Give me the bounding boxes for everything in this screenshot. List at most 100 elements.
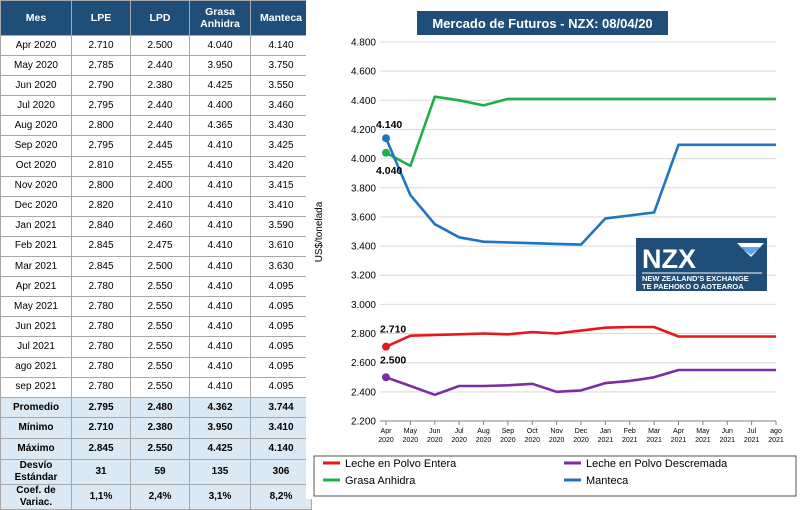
y-tick-label: 2.200 — [351, 417, 376, 428]
value-cell: 2.780 — [71, 296, 131, 318]
x-tick-month: Jun — [429, 428, 440, 435]
value-cell: 2.790 — [71, 75, 131, 97]
value-cell: 2.460 — [130, 215, 190, 237]
y-tick-label: 4.000 — [351, 154, 376, 165]
series-start-marker-leche-en-polvo-entera — [382, 342, 390, 351]
value-cell: 4.040 — [189, 34, 251, 57]
summary-label: Promedio — [0, 396, 72, 419]
value-cell: 3.410 — [250, 195, 312, 217]
y-tick-label: 2.400 — [351, 387, 376, 398]
value-cell: 2.710 — [71, 34, 131, 57]
value-cell: 2.550 — [130, 296, 190, 318]
value-cell: 2.440 — [130, 115, 190, 137]
y-axis-label: US$/tonelada — [314, 201, 325, 262]
value-cell: 4.400 — [189, 95, 251, 117]
x-tick-year: 2020 — [451, 437, 467, 444]
value-cell: 2.780 — [71, 376, 131, 398]
x-tick-month: Sep — [502, 428, 515, 435]
data-label-manteca: 4.140 — [376, 119, 402, 131]
table-row: ago 2021 2.780 2.550 4.410 4.095 — [0, 356, 312, 378]
month-cell: Jun 2020 — [0, 75, 72, 97]
value-cell: 4.410 — [189, 195, 251, 217]
nzx-logo: NZX NEW ZEALAND'S EXCHANGE TE PAEHOKO O … — [636, 238, 767, 291]
value-cell: 2.500 — [130, 256, 190, 278]
legend-label: Grasa Anhidra — [345, 475, 416, 487]
value-cell: 2.440 — [130, 55, 190, 77]
x-tick-month: Jul — [747, 428, 756, 435]
x-tick-year: 2021 — [646, 437, 662, 444]
nzx-logo-mark-inner — [740, 247, 761, 255]
month-cell: Nov 2020 — [0, 175, 72, 197]
summary-value: 2.795 — [71, 396, 131, 419]
value-cell: 3.460 — [250, 95, 312, 117]
table-row: Jun 2020 2.790 2.380 4.425 3.550 — [0, 75, 312, 97]
y-tick-label: 4.200 — [351, 125, 376, 136]
x-tick-year: 2021 — [768, 437, 784, 444]
x-tick-month: Jul — [455, 428, 464, 435]
value-cell: 2.780 — [71, 316, 131, 338]
value-cell: 2.845 — [71, 256, 131, 278]
data-label-leche-en-polvo-descremada: 2.500 — [380, 354, 406, 366]
summary-value: 2.710 — [71, 417, 131, 440]
series-line-manteca — [384, 137, 776, 246]
value-cell: 4.095 — [250, 356, 312, 378]
value-cell: 3.610 — [250, 235, 312, 258]
y-tick-label: 3.200 — [351, 271, 376, 282]
chart-legend — [313, 455, 797, 497]
value-cell: 2.800 — [71, 115, 131, 137]
table-row: Oct 2020 2.810 2.455 4.410 3.420 — [0, 155, 312, 177]
series-line-leche-en-polvo-descremada — [385, 368, 776, 397]
month-cell: Jan 2021 — [0, 215, 72, 237]
summary-row: Coef. de Variac. 1,1% 2,4% 3,1% 8,2% — [0, 484, 312, 510]
value-cell: 2.845 — [71, 235, 131, 258]
header-grasa-anhidra: Grasa Anhidra — [189, 0, 251, 36]
x-tick-year: 2020 — [549, 437, 565, 444]
series-start-marker-grasa-anhidra — [382, 148, 390, 157]
x-tick-year: 2021 — [719, 437, 735, 444]
x-tick-month: Jun — [722, 428, 733, 435]
month-cell: Jun 2021 — [0, 316, 72, 338]
month-cell: Oct 2020 — [0, 155, 72, 177]
value-cell: 2.780 — [71, 276, 131, 298]
value-cell: 3.550 — [250, 75, 312, 97]
x-tick-month: Oct — [527, 428, 538, 435]
value-cell: 4.410 — [189, 256, 251, 278]
table-row: Apr 2020 2.710 2.500 4.040 4.140 — [0, 34, 312, 57]
month-cell: Jul 2020 — [0, 95, 72, 117]
table-row: Nov 2020 2.800 2.400 4.410 3.415 — [0, 175, 312, 197]
value-cell: 4.095 — [250, 336, 312, 358]
chart-title-box — [417, 11, 668, 35]
value-cell: 2.550 — [130, 356, 190, 378]
y-tick-label: 4.600 — [351, 67, 376, 78]
legend-items: Leche en Polvo Entera Leche en Polvo Desc… — [323, 458, 728, 487]
value-cell: 4.410 — [189, 336, 251, 358]
table-row: sep 2021 2.780 2.550 4.410 4.095 — [0, 376, 312, 398]
x-tick-year: 2021 — [671, 437, 687, 444]
value-cell: 2.455 — [130, 155, 190, 177]
month-cell: Apr 2020 — [0, 34, 72, 57]
summary-value: 3.410 — [250, 417, 312, 440]
table-row: Apr 2021 2.780 2.550 4.410 4.095 — [0, 276, 312, 298]
value-cell: 2.780 — [71, 336, 131, 358]
value-cell: 4.140 — [250, 34, 312, 57]
x-tick-year: 2020 — [573, 437, 589, 444]
legend-label: Leche en Polvo Entera — [345, 458, 457, 470]
series-line-grasa-anhidra — [385, 95, 776, 168]
table-row: May 2021 2.780 2.550 4.410 4.095 — [0, 296, 312, 318]
month-cell: Sep 2020 — [0, 135, 72, 157]
value-cell: 4.410 — [189, 175, 251, 197]
series-start-marker-manteca — [382, 134, 390, 143]
table-summary: Promedio 2.795 2.480 4.362 3.744 Mínimo 2.710 2… — [0, 396, 312, 510]
futures-table: Mes LPE LPD Grasa Anhidra Manteca Apr 20… — [0, 0, 312, 510]
data-label-grasa-anhidra: 4.040 — [376, 165, 402, 177]
value-cell: 4.095 — [250, 316, 312, 338]
y-tick-label: 4.400 — [351, 96, 376, 107]
header-mes: Mes — [0, 0, 72, 36]
header-manteca: Manteca — [250, 0, 312, 36]
x-tick-month: Dec — [575, 428, 588, 435]
summary-value: 2.550 — [130, 438, 190, 461]
header-lpe: LPE — [71, 0, 131, 36]
value-cell: 4.410 — [189, 135, 251, 157]
value-cell: 2.550 — [130, 316, 190, 338]
table-row: Jan 2021 2.840 2.460 4.410 3.590 — [0, 215, 312, 237]
